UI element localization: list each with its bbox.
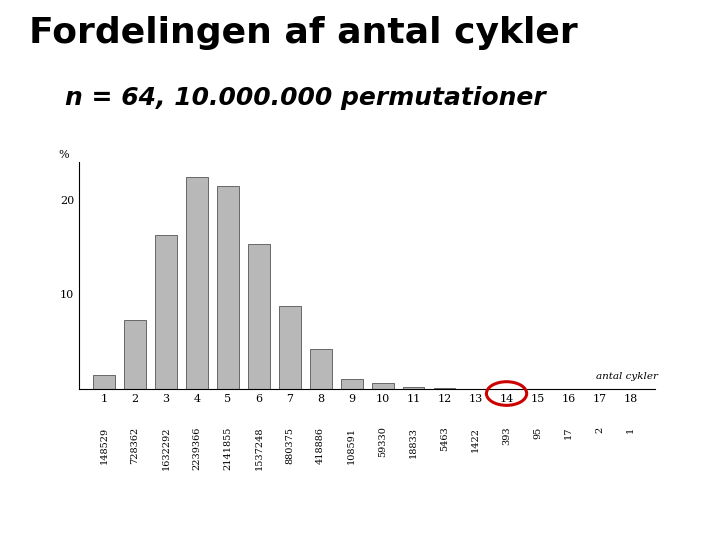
Text: 2141855: 2141855 [223, 427, 233, 470]
Text: 95: 95 [533, 427, 542, 439]
Text: 418886: 418886 [316, 427, 325, 464]
Bar [402, 387, 425, 389]
Bar [186, 177, 207, 389]
Text: 108591: 108591 [347, 427, 356, 464]
Text: 393: 393 [502, 427, 511, 445]
Text: 728362: 728362 [130, 427, 140, 464]
Bar [310, 349, 332, 389]
Text: 1422: 1422 [471, 427, 480, 451]
Bar [93, 375, 114, 389]
Text: 2: 2 [595, 427, 604, 433]
Text: 18833: 18833 [409, 427, 418, 457]
Text: 880375: 880375 [285, 427, 294, 464]
Text: 2239366: 2239366 [192, 427, 202, 470]
Text: antal cykler: antal cykler [596, 372, 658, 381]
Text: 5463: 5463 [440, 427, 449, 451]
Bar [279, 306, 301, 389]
Bar [155, 234, 176, 389]
Text: %: % [58, 150, 69, 160]
Text: 17: 17 [564, 427, 573, 439]
Text: 59330: 59330 [378, 427, 387, 457]
Bar [124, 320, 145, 389]
Text: Fordelingen af antal cykler: Fordelingen af antal cykler [29, 16, 577, 50]
Bar [217, 186, 239, 389]
Text: 148529: 148529 [99, 427, 109, 464]
Bar [248, 244, 270, 389]
Text: n = 64, 10.000.000 permutationer: n = 64, 10.000.000 permutationer [65, 86, 546, 110]
Text: 1537248: 1537248 [254, 427, 264, 470]
Bar [341, 379, 363, 389]
Text: 1632292: 1632292 [161, 427, 171, 470]
Text: 1: 1 [626, 427, 635, 433]
Bar [372, 383, 394, 389]
